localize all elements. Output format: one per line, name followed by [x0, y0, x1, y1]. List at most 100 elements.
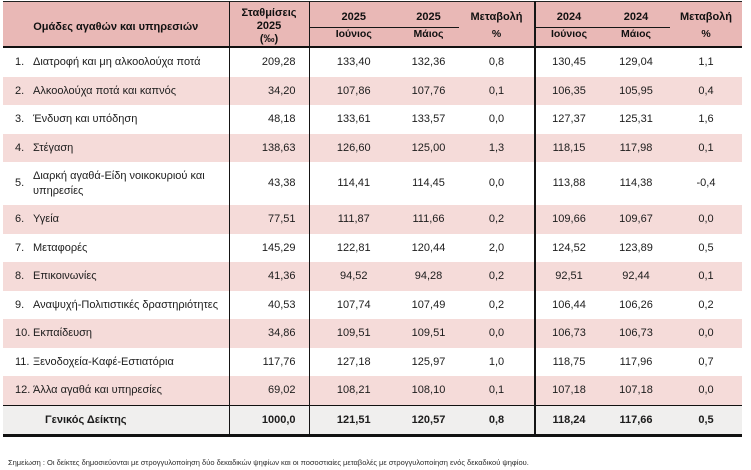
row-may-2024: 107,18 — [619, 384, 653, 396]
row-label: Εκπαίδευση — [33, 327, 93, 339]
row-may-2025: 125,00 — [411, 141, 446, 154]
row-weight: 34,86 — [228, 319, 309, 348]
row-may-2024: 117,96 — [619, 355, 653, 368]
row-label: Υγεία — [33, 213, 60, 225]
header-weights-line2: 2025 — [256, 20, 282, 32]
row-weight: 145,29 — [228, 233, 309, 262]
row-june-2025: 111,87 — [308, 205, 398, 234]
row-may-2025: 109,51 — [411, 327, 446, 339]
table-row: 3. Ένδυση και υπόδηση 48,18 133,61 133,5… — [3, 105, 742, 134]
row-may-2025: 107,76 — [411, 84, 446, 97]
row-number: 4. — [15, 141, 25, 154]
row-may-2024: 106,26 — [619, 298, 653, 311]
header-month-may-2025: Μάιος — [398, 27, 459, 47]
row-weight: 34,20 — [228, 76, 309, 105]
row-may-2025: 120,44 — [411, 241, 446, 254]
table-body: 1. Διατροφή και μη αλκοολούχα ποτά 209,2… — [3, 47, 742, 405]
total-change-2025: 0,8 — [488, 413, 505, 426]
table-row: 9. Αναψυχή-Πολιτιστικές δραστηριότητες 4… — [3, 290, 742, 319]
table-total: Γενικός Δείκτης 1000,0 121,51 120,57 0,8… — [3, 405, 742, 435]
header-year-2025-may: 2025 — [398, 1, 459, 28]
total-may-2025: 120,57 — [411, 413, 446, 426]
row-change-2024: 0,7 — [698, 355, 714, 368]
row-weight: 48,18 — [228, 105, 309, 134]
row-may-2024: 114,38 — [619, 177, 653, 190]
row-june-2025: 107,74 — [308, 290, 398, 319]
row-label: Αλκοολούχα ποτά και καπνός — [33, 84, 177, 97]
row-june-2024: 106,35 — [534, 76, 602, 105]
row-change-2024: 0,0 — [698, 213, 714, 225]
row-june-2025: 122,81 — [308, 233, 398, 262]
rounding-footnote: Σημείωση : Οι δείκτες δημοσιεύονται με σ… — [8, 458, 529, 467]
row-label: Διαρκή αγαθά-Είδη νοικοκυριού και υπηρεσ… — [33, 170, 205, 197]
total-label: Γενικός Δείκτης — [45, 413, 127, 426]
table-row: 8. Επικοινωνίες 41,36 94,52 94,28 0,2 92… — [3, 262, 742, 291]
row-number: 9. — [15, 298, 25, 311]
row-change-2024: 0,1 — [698, 270, 714, 282]
row-change-2025: 1,3 — [488, 141, 505, 154]
row-may-2025: 111,66 — [412, 213, 445, 225]
row-number: 1. — [15, 56, 25, 68]
row-number: 5. — [15, 177, 25, 190]
row-june-2025: 126,60 — [308, 133, 398, 162]
row-may-2025: 114,45 — [412, 177, 445, 190]
row-label: Διατροφή και μη αλκοολούχα ποτά — [33, 56, 201, 68]
row-number: 6. — [15, 213, 25, 225]
row-change-2025: 1,0 — [488, 355, 505, 368]
row-change-2025: 0,1 — [488, 384, 505, 396]
row-change-2025: 0,0 — [488, 177, 505, 190]
row-may-2025: 108,10 — [411, 384, 446, 396]
row-change-2025: 0,2 — [488, 298, 505, 311]
row-change-2025: 0,2 — [488, 270, 505, 282]
row-change-2025: 0,2 — [488, 213, 505, 225]
row-change-2025: 0,8 — [488, 56, 505, 68]
total-june-2025: 121,51 — [308, 405, 398, 435]
row-number: 12. — [15, 384, 31, 396]
total-change-2024: 0,5 — [698, 413, 714, 426]
row-weight: 117,76 — [228, 347, 309, 376]
table-row: 6. Υγεία 77,51 111,87 111,66 0,2 109,66 … — [3, 205, 742, 234]
row-change-2024: 0,4 — [698, 84, 714, 97]
row-june-2024: 127,37 — [534, 105, 602, 134]
row-weight: 40,53 — [228, 290, 309, 319]
header-year-2024-june: 2024 — [534, 1, 602, 28]
table-row: 4. Στέγαση 138,63 126,60 125,00 1,3 118,… — [3, 133, 742, 162]
row-may-2025: 94,28 — [414, 270, 443, 282]
row-june-2024: 106,44 — [534, 290, 602, 319]
row-weight: 209,28 — [228, 47, 309, 77]
header-groups: Ομάδες αγαθών και υπηρεσιών — [3, 1, 229, 47]
row-june-2024: 118,75 — [534, 347, 602, 376]
row-may-2024: 105,95 — [619, 84, 653, 97]
row-june-2024: 113,88 — [534, 162, 602, 205]
header-month-may-2024: Μάιος — [602, 27, 670, 47]
table-row: 12. Άλλα αγαθά και υπηρεσίες 69,02 108,2… — [3, 376, 742, 405]
row-june-2025: 109,51 — [308, 319, 398, 348]
header-percent-2025: % — [459, 27, 535, 47]
table-row: 7. Μεταφορές 145,29 122,81 120,44 2,0 12… — [3, 233, 742, 262]
table-header: Ομάδες αγαθών και υπηρεσιών Σταθμίσεις 2… — [3, 1, 742, 47]
row-weight: 138,63 — [228, 133, 309, 162]
row-may-2024: 109,67 — [619, 213, 653, 225]
row-number: 2. — [15, 84, 25, 97]
row-june-2025: 94,52 — [308, 262, 398, 291]
table-row: 2. Αλκοολούχα ποτά και καπνός 34,20 107,… — [3, 76, 742, 105]
row-june-2024: 109,66 — [534, 205, 602, 234]
row-weight: 77,51 — [228, 205, 309, 234]
total-row: Γενικός Δείκτης 1000,0 121,51 120,57 0,8… — [3, 405, 742, 435]
row-june-2025: 127,18 — [308, 347, 398, 376]
row-may-2024: 123,89 — [619, 241, 653, 254]
row-june-2025: 133,61 — [308, 105, 398, 134]
row-label: Μεταφορές — [33, 241, 88, 254]
row-may-2024: 106,73 — [619, 327, 653, 339]
table-row: 11. Ξενοδοχεία-Καφέ-Εστιατόρια 117,76 12… — [3, 347, 742, 376]
row-label: Αναψυχή-Πολιτιστικές δραστηριότητες — [33, 298, 219, 311]
row-june-2024: 107,18 — [534, 376, 602, 405]
total-weight: 1000,0 — [228, 405, 309, 435]
row-change-2025: 0,0 — [488, 113, 505, 125]
row-june-2024: 124,52 — [534, 233, 602, 262]
table-row: 10. Εκπαίδευση 34,86 109,51 109,51 0,0 1… — [3, 319, 742, 348]
row-june-2025: 114,41 — [308, 162, 398, 205]
row-change-2025: 0,0 — [488, 327, 505, 339]
row-number: 7. — [15, 241, 25, 254]
row-may-2024: 129,04 — [619, 56, 653, 68]
